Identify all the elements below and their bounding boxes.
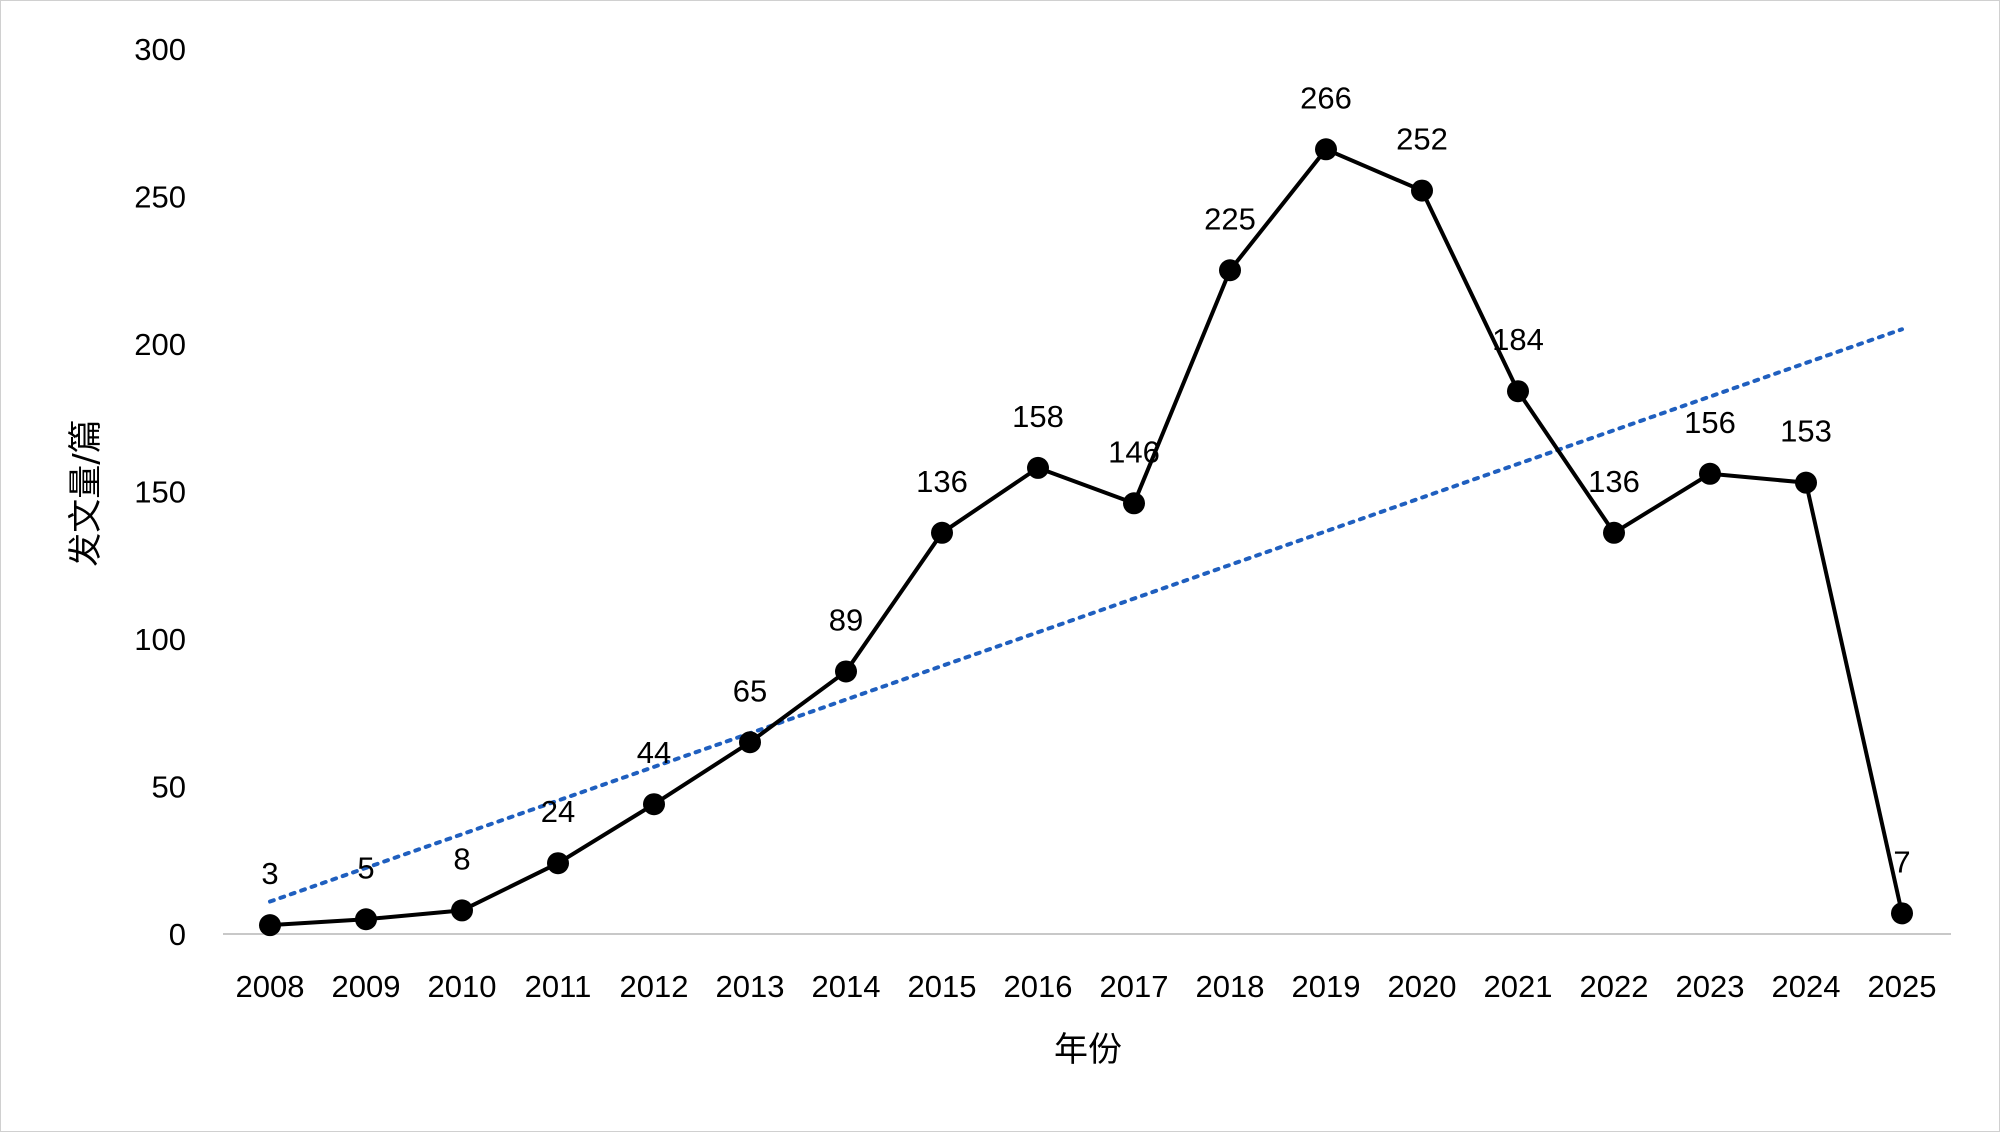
- x-tick-label: 2011: [525, 969, 592, 1004]
- data-point: [739, 731, 761, 754]
- y-tick-label: 100: [134, 622, 186, 657]
- data-label: 136: [1588, 464, 1640, 499]
- data-label: 44: [637, 735, 671, 770]
- x-tick-label: 2021: [1484, 969, 1553, 1004]
- x-tick-label: 2024: [1772, 969, 1841, 1004]
- data-label: 156: [1684, 405, 1736, 440]
- y-tick-label: 150: [134, 475, 186, 510]
- x-axis-ticks: 2008 2009 2010 2011 2012 2013 2014 2015 2016 2017…: [236, 969, 1937, 1004]
- x-tick-label: 2014: [812, 969, 881, 1004]
- x-tick-label: 2016: [1004, 969, 1073, 1004]
- data-point: [1891, 902, 1913, 925]
- x-tick-label: 2009: [332, 969, 401, 1004]
- y-tick-label: 300: [134, 32, 186, 67]
- data-point: [1795, 471, 1817, 494]
- data-label: 136: [916, 464, 968, 499]
- data-point: [1507, 380, 1529, 403]
- data-label: 158: [1012, 399, 1064, 434]
- x-tick-label: 2010: [428, 969, 497, 1004]
- data-point: [931, 521, 953, 544]
- data-label: 89: [829, 602, 863, 637]
- data-point: [451, 899, 473, 922]
- data-label: 3: [261, 856, 278, 891]
- data-point: [1219, 259, 1241, 282]
- series-line: [269, 147, 1904, 928]
- data-label: 65: [733, 673, 767, 708]
- x-tick-label: 2025: [1868, 969, 1937, 1004]
- data-point: [1315, 138, 1337, 161]
- data-point: [547, 852, 569, 875]
- x-tick-label: 2012: [620, 969, 689, 1004]
- x-tick-label: 2022: [1580, 969, 1649, 1004]
- x-tick-label: 2017: [1100, 969, 1169, 1004]
- data-point: [1603, 521, 1625, 544]
- data-label: 5: [357, 850, 374, 885]
- x-tick-label: 2013: [716, 969, 785, 1004]
- data-point: [1411, 179, 1433, 202]
- data-label: 252: [1396, 122, 1448, 157]
- data-label: 8: [453, 841, 470, 876]
- x-tick-label: 2020: [1388, 969, 1457, 1004]
- data-point: [355, 908, 377, 931]
- data-label: 225: [1204, 201, 1256, 236]
- y-tick-label: 250: [134, 180, 186, 215]
- x-tick-label: 2008: [236, 969, 305, 1004]
- trend-line: [268, 327, 1904, 904]
- data-label: 24: [541, 794, 575, 829]
- data-label: 153: [1780, 414, 1832, 449]
- y-axis-title: 发文量/篇: [66, 419, 106, 566]
- data-label: 266: [1300, 80, 1352, 115]
- data-markers: [259, 138, 1913, 937]
- data-labels: 3 5 8 24 44 65 89 136 158 146 225 266 252 184 136 156 15…: [261, 80, 1910, 891]
- data-point: [1123, 492, 1145, 515]
- data-point: [259, 914, 281, 937]
- y-tick-label: 200: [134, 327, 186, 362]
- data-label: 7: [1893, 844, 1910, 879]
- y-tick-label: 0: [169, 917, 186, 952]
- y-axis-ticks: 0 50 100 150 200 250 300: [134, 32, 186, 952]
- data-point: [1027, 456, 1049, 479]
- x-tick-label: 2015: [908, 969, 977, 1004]
- data-label: 146: [1108, 434, 1160, 469]
- data-point: [643, 793, 665, 816]
- data-point: [1699, 462, 1721, 485]
- x-tick-label: 2019: [1292, 969, 1361, 1004]
- data-label: 184: [1492, 322, 1544, 357]
- data-point: [835, 660, 857, 683]
- x-tick-label: 2018: [1196, 969, 1265, 1004]
- x-axis-title: 年份: [1054, 1030, 1122, 1070]
- x-tick-label: 2023: [1676, 969, 1745, 1004]
- y-tick-label: 50: [152, 770, 186, 805]
